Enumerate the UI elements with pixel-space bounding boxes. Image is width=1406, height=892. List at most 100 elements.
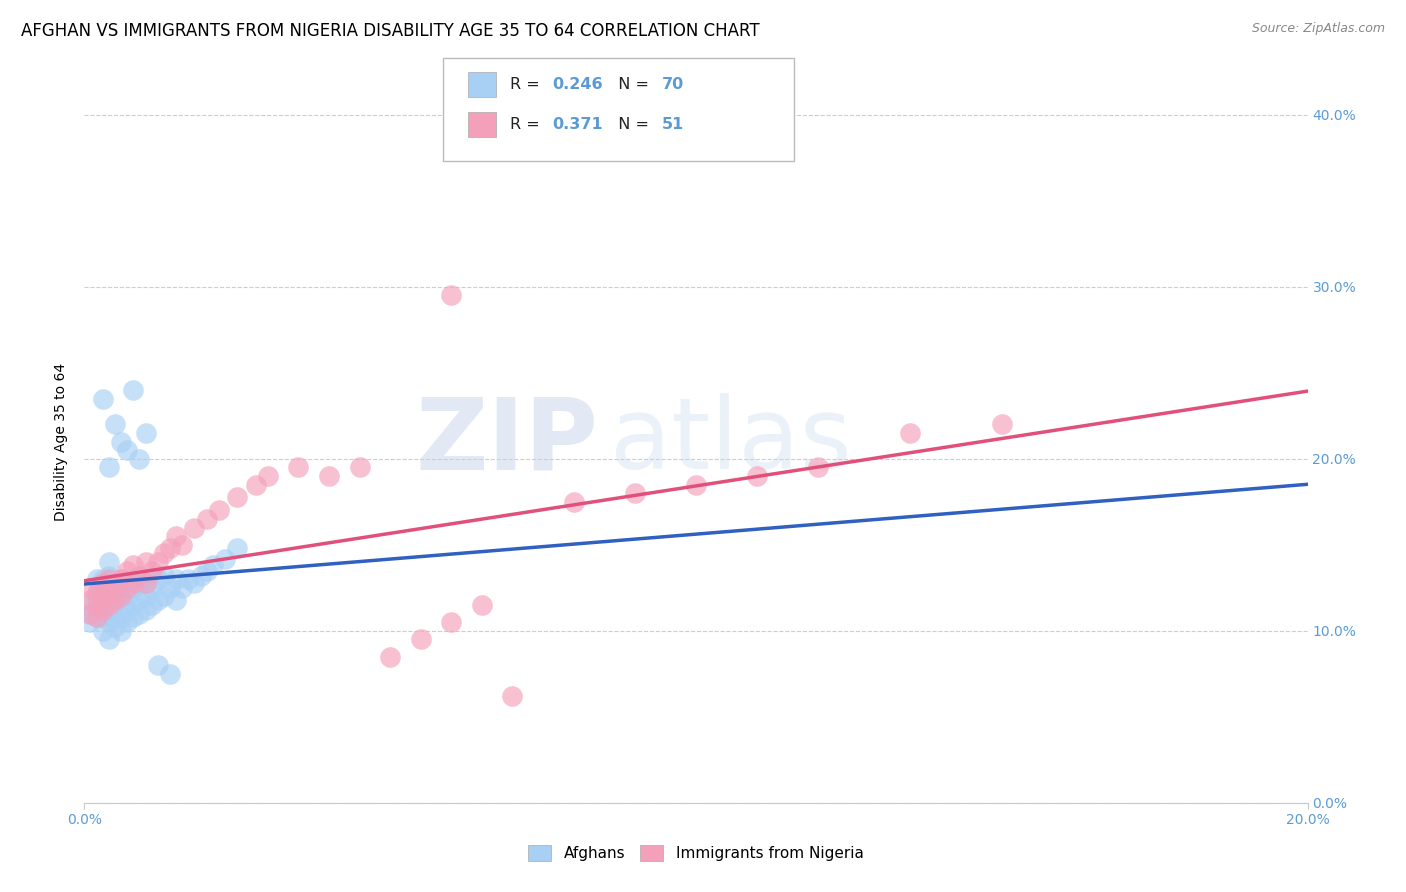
Point (287, 460, 309, 475)
Point (97, 555, 120, 569)
Point (115, 603, 138, 617)
Point (141, 564, 163, 578)
Point (104, 610, 127, 624)
Text: atlas: atlas (610, 393, 852, 490)
Point (104, 575, 127, 590)
Point (685, 477, 707, 491)
Point (97, 568, 120, 582)
Point (79, 615, 101, 630)
Point (122, 598, 145, 612)
Text: 70: 70 (662, 78, 683, 92)
Point (115, 443, 138, 458)
Point (183, 520, 205, 534)
Point (115, 590, 138, 604)
Point (128, 451, 150, 466)
Point (91, 603, 114, 617)
Point (214, 551, 236, 566)
Point (79, 607, 101, 621)
Point (502, 689, 524, 703)
Point (86, 592, 108, 607)
Point (86, 598, 108, 612)
Point (104, 586, 127, 600)
Y-axis label: Disability Age 35 to 64: Disability Age 35 to 64 (55, 362, 69, 521)
Point (97, 592, 120, 607)
Point (97, 632, 120, 647)
Text: N =: N = (609, 78, 654, 92)
Point (135, 425, 157, 440)
Point (135, 575, 157, 590)
Point (110, 592, 132, 607)
Point (183, 575, 205, 590)
Text: 0.246: 0.246 (553, 78, 603, 92)
Point (195, 564, 218, 578)
Point (97, 460, 120, 475)
Point (115, 581, 138, 595)
Point (257, 469, 280, 483)
Point (122, 581, 145, 595)
Point (115, 575, 138, 590)
Point (128, 592, 150, 607)
Point (97, 572, 120, 586)
Point (146, 572, 169, 586)
Point (226, 490, 249, 504)
Text: N =: N = (609, 118, 654, 132)
Point (807, 460, 830, 475)
Point (97, 603, 120, 617)
Point (146, 592, 169, 607)
Point (115, 564, 138, 578)
Point (91, 590, 114, 604)
Point (91, 592, 114, 607)
Point (747, 469, 769, 483)
Point (91, 392, 114, 406)
Point (201, 558, 224, 573)
Point (318, 469, 340, 483)
Point (97, 598, 120, 612)
Point (104, 575, 127, 590)
Point (79, 581, 101, 595)
Point (110, 610, 132, 624)
Point (159, 666, 181, 681)
Text: R =: R = (510, 118, 544, 132)
Point (104, 592, 127, 607)
Point (97, 586, 120, 600)
Point (165, 529, 187, 543)
Point (110, 590, 132, 604)
Point (79, 598, 101, 612)
Text: 0.371: 0.371 (553, 118, 603, 132)
Point (153, 590, 176, 604)
Point (159, 581, 181, 595)
Point (208, 503, 231, 517)
Point (624, 486, 647, 500)
Point (898, 425, 921, 440)
Point (91, 581, 114, 595)
Point (135, 590, 157, 604)
Point (104, 620, 127, 634)
Point (128, 568, 150, 582)
Point (115, 615, 138, 630)
Point (195, 512, 218, 526)
Point (135, 603, 157, 617)
Text: 51: 51 (662, 118, 683, 132)
Point (122, 575, 145, 590)
Point (86, 603, 108, 617)
Point (86, 610, 108, 624)
Text: ZIP: ZIP (415, 393, 598, 490)
Point (91, 572, 114, 586)
Point (991, 417, 1014, 432)
Point (86, 610, 108, 624)
Point (91, 624, 114, 638)
Text: R =: R = (510, 78, 544, 92)
Point (165, 572, 187, 586)
Point (562, 494, 585, 508)
Point (110, 624, 132, 638)
Point (135, 572, 157, 586)
Point (172, 538, 194, 552)
Point (146, 555, 169, 569)
Point (86, 586, 108, 600)
Point (159, 541, 181, 556)
Point (91, 575, 114, 590)
Text: Source: ZipAtlas.com: Source: ZipAtlas.com (1251, 22, 1385, 36)
Text: AFGHAN VS IMMIGRANTS FROM NIGERIA DISABILITY AGE 35 TO 64 CORRELATION CHART: AFGHAN VS IMMIGRANTS FROM NIGERIA DISABI… (21, 22, 759, 40)
Point (97, 615, 120, 630)
Point (440, 288, 463, 302)
